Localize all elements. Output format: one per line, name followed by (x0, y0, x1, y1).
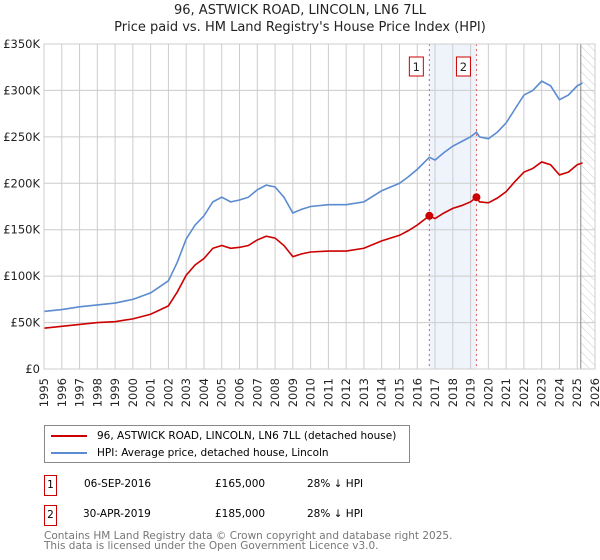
x-tick-label: 2010 (304, 378, 318, 407)
sale-point (472, 193, 481, 202)
legend: 96, ASTWICK ROAD, LINCOLN, LN6 7LL (deta… (44, 425, 410, 463)
marker-badge: 2 (44, 505, 57, 526)
x-tick-label: 2022 (517, 378, 531, 407)
y-tick-label: £150K (3, 223, 40, 237)
annotation-label: 1 (413, 60, 420, 74)
x-tick-label: 2016 (410, 378, 424, 407)
y-tick-label: £200K (3, 176, 40, 190)
x-tick-label: 2025 (570, 378, 584, 407)
x-tick-label: 2003 (179, 378, 193, 407)
x-tick-label: 2008 (268, 378, 282, 407)
x-tick-label: 1996 (55, 378, 69, 407)
x-tick-label: 2019 (464, 378, 478, 407)
transaction-date: 30-APR-2019 (83, 508, 151, 520)
footer-line: Contains HM Land Registry data © Crown c… (44, 530, 453, 542)
annotation-box (455, 56, 471, 77)
x-tick-label: 1999 (108, 378, 122, 407)
y-tick-label: £250K (3, 130, 40, 144)
y-tick-label: £50K (11, 316, 41, 330)
legend-label: HPI: Average price, detached house, Linc… (97, 447, 329, 459)
plot-area: £0 £50K £100K £150K £200K £250K £300K £350K 1995… (3, 37, 600, 407)
x-tick-label: 2005 (215, 378, 229, 407)
x-tick-label: 1995 (37, 378, 51, 407)
forecast-hatch (580, 44, 595, 369)
x-tick-label: 2014 (375, 378, 389, 407)
x-tick-label: 2012 (339, 378, 353, 407)
plot-frame (43, 43, 596, 370)
x-tick-label: 2023 (535, 378, 549, 407)
property-price-line (43, 161, 583, 329)
marker-badge: 1 (44, 475, 57, 496)
legend-item-property: 96, ASTWICK ROAD, LINCOLN, LN6 7LL (deta… (45, 428, 396, 444)
x-tick-label: 2007 (250, 378, 264, 407)
x-tick-label: 2026 (588, 378, 600, 407)
transaction-delta: 28% ↓ HPI (307, 478, 364, 490)
legend-label: 96, ASTWICK ROAD, LINCOLN, LN6 7LL (deta… (97, 430, 397, 442)
x-tick-label: 2024 (552, 378, 566, 407)
x-tick-label: 2015 (392, 378, 406, 407)
x-tick-label: 2013 (357, 378, 371, 407)
chart-title: 96, ASTWICK ROAD, LINCOLN, LN6 7LL (174, 3, 426, 18)
x-tick-label: 2011 (321, 378, 335, 407)
transaction-row: 2 30-APR-2019 £185,000 28% ↓ HPI (44, 505, 600, 526)
annotation-box (408, 56, 424, 77)
x-tick-label: 2001 (144, 378, 158, 407)
x-tick-label: 2021 (499, 378, 513, 407)
x-tick-label: 2017 (428, 378, 442, 407)
chart-subtitle: Price paid vs. HM Land Registry's House … (114, 20, 486, 35)
footer: Contains HM Land Registry data © Crown c… (44, 530, 453, 552)
sale-point (425, 211, 434, 220)
legend-swatch (51, 452, 87, 454)
x-tick-label: 2004 (197, 378, 211, 407)
x-tick-label: 2000 (126, 378, 140, 407)
transaction-date: 06-SEP-2016 (84, 478, 152, 490)
x-tick-label: 1997 (73, 378, 87, 407)
annotation-label: 2 (460, 60, 467, 74)
y-tick-label: £100K (3, 269, 40, 283)
x-tick-label: 2002 (161, 378, 175, 407)
x-tick-label: 2006 (233, 378, 247, 407)
legend-swatch (51, 435, 87, 437)
transaction-row: 1 06-SEP-2016 £165,000 28% ↓ HPI (44, 475, 600, 496)
x-tick-label: 2018 (446, 378, 460, 407)
transaction-price: £165,000 (215, 478, 266, 490)
y-tick-label: £350K (3, 37, 40, 51)
footer-line: This data is licensed under the Open Gov… (44, 540, 379, 552)
y-tick-label: £300K (3, 83, 40, 97)
transaction-price: £185,000 (215, 508, 266, 520)
legend-item-hpi: HPI: Average price, detached house, Linc… (45, 445, 329, 461)
y-tick-label: £0 (25, 362, 40, 376)
hpi-line (43, 80, 583, 313)
transaction-delta: 28% ↓ HPI (307, 508, 364, 520)
x-tick-label: 2020 (481, 378, 495, 407)
x-tick-label: 1998 (90, 378, 104, 407)
x-tick-label: 2009 (286, 378, 300, 407)
